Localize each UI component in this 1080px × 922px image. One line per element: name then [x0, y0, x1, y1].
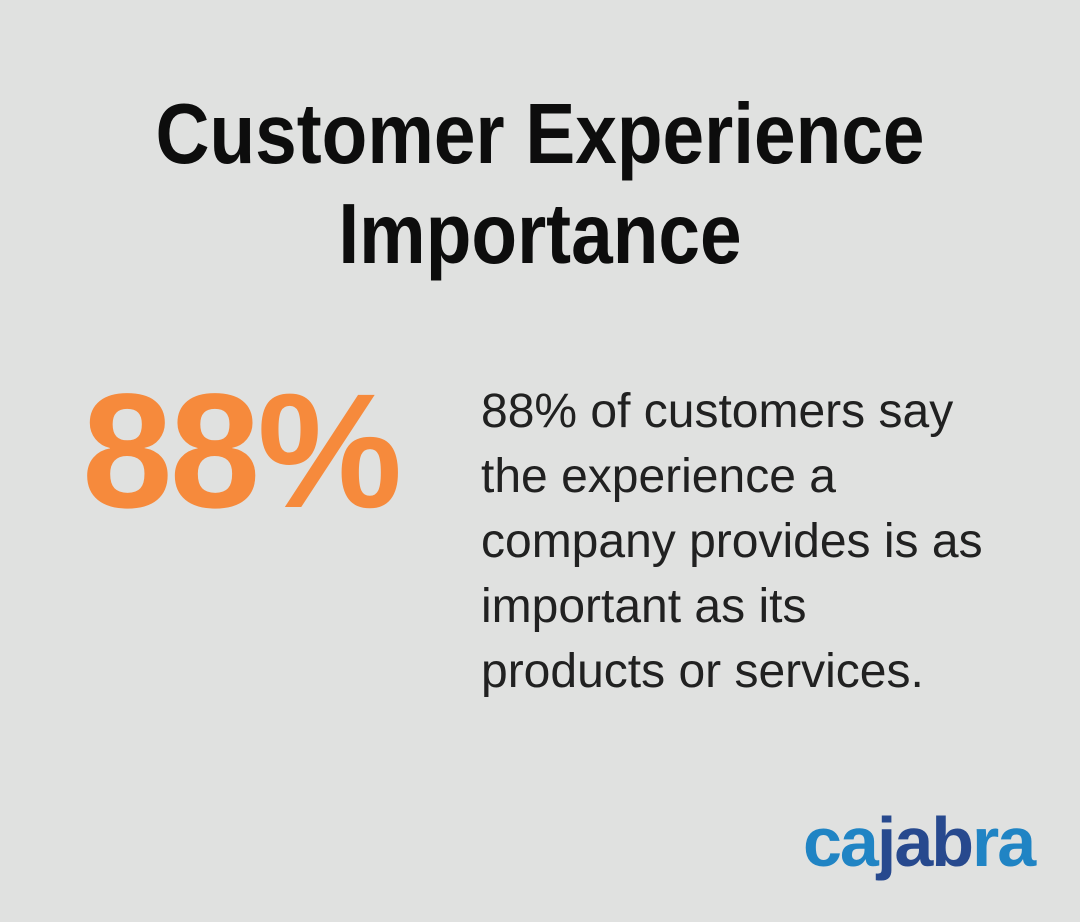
stat-description-line-3: company provides is as [481, 515, 983, 568]
logo-segment-ca: ca [803, 803, 879, 881]
stat-description-line-1: 88% of customers say [481, 385, 954, 438]
stat-description-line-4: important as its [481, 580, 807, 633]
page-title-line-2: Importance [338, 187, 742, 282]
logo-segment-ra: ra [972, 803, 1036, 881]
stat-description-line-2: the experience a [481, 450, 836, 503]
stat-value: 88% [82, 359, 402, 542]
logo-segment-jab: jab [876, 803, 974, 881]
stat-description: 88% of customers say the experience a co… [481, 379, 983, 704]
page-title: Customer Experience Importance [65, 85, 1015, 285]
page-title-line-1: Customer Experience [155, 87, 925, 182]
brand-logo: cajabra [803, 807, 1036, 877]
stat-description-line-5: products or services. [481, 645, 924, 698]
